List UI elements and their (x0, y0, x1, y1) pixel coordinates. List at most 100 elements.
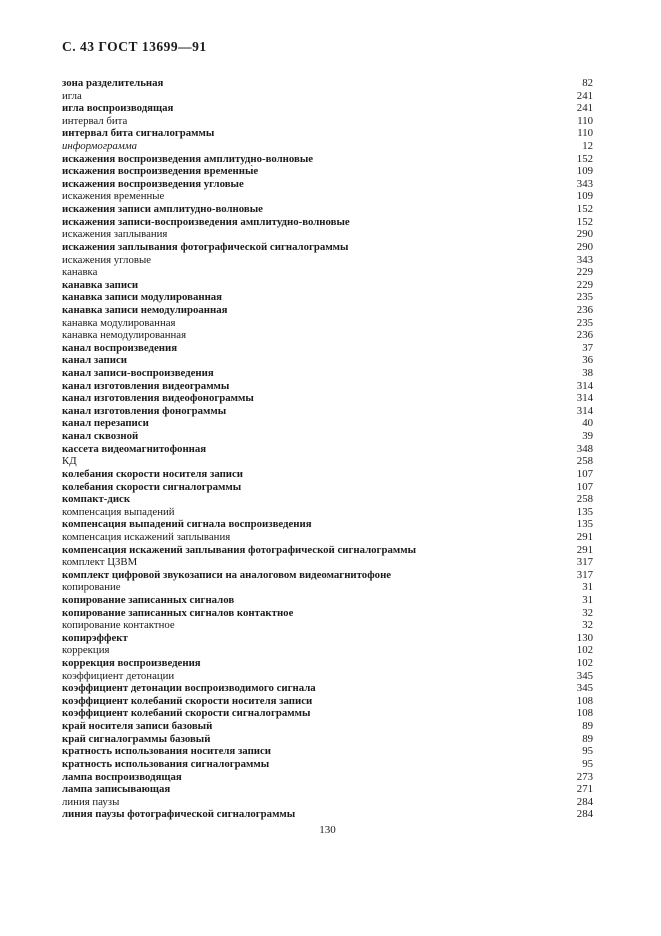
index-term: канавка записи (62, 278, 139, 291)
index-term: колебания скорости сигналограммы (62, 480, 242, 493)
index-page-ref: 82 (582, 77, 593, 89)
index-term: зона разделительная (62, 77, 164, 89)
index-term: линия паузы (62, 795, 120, 808)
index-term: искажения воспроизведения угловые (62, 177, 244, 190)
index-entry: игла воспроизводящая 241 (62, 102, 593, 115)
index-page-ref: 95 (582, 745, 593, 758)
index-entry: интервал бита сигналограммы 110 (62, 127, 593, 140)
index-term: линия паузы фотографической сигналограмм… (62, 808, 296, 821)
index-page-ref: 317 (576, 568, 593, 581)
index-term: КД (62, 455, 77, 468)
index-entry: канал изготовления фонограммы 314 (62, 405, 593, 418)
index-term: искажения угловые (62, 253, 151, 266)
index-entry: кассета видеомагнитофонная 348 (62, 443, 593, 456)
index-term: канавка записи модулированная (62, 291, 223, 304)
index-entry: коэффициент колебаний скорости носителя … (62, 695, 593, 708)
index-term: интервал бита (62, 114, 128, 127)
index-page-ref: 317 (576, 556, 593, 569)
index-entry: лампа воспроизводящая 273 (62, 771, 593, 784)
index-page-ref: 152 (576, 152, 593, 165)
index-page-ref: 31 (582, 581, 593, 594)
index-term: край носителя записи базовый (62, 720, 213, 733)
index-entry: канал записи-воспроизведения 38 (62, 367, 593, 380)
index-page-ref: 38 (582, 367, 593, 380)
index-entry: коррекция 102 (62, 644, 593, 657)
index-term: коэффициент детонации воспроизводимого с… (62, 682, 316, 695)
index-entry: комплект цифровой звукозаписи на аналого… (62, 569, 593, 582)
index-entry: компенсация искажений заплывания 291 (62, 531, 593, 544)
index-entry: канавка записи немодулироанная 236 (62, 304, 593, 317)
index-entry: канавка записи 229 (62, 279, 593, 292)
index-term: компенсация выпадений (62, 505, 175, 518)
index-page-ref: 236 (576, 329, 593, 342)
index-term: искажения заплывания (62, 228, 168, 241)
index-entry: колебания скорости носителя записи 107 (62, 468, 593, 481)
index-term: игла воспроизводящая (62, 102, 174, 115)
index-entry: комплект ЦЗВМ 317 (62, 556, 593, 569)
index-page-ref: 109 (576, 190, 593, 203)
index-entry: канал записи 36 (62, 354, 593, 367)
index-list: зона разделительная 82 игла 241 игла воспрои… (62, 77, 593, 821)
index-entry: искажения воспроизведения временны́е 109 (62, 165, 593, 178)
index-page-ref: 258 (576, 493, 593, 506)
index-term: канал записи (62, 354, 127, 367)
index-page-ref: 102 (576, 644, 593, 657)
index-term: лампа воспроизводящая (62, 770, 182, 783)
index-page-ref: 37 (582, 341, 593, 354)
index-term: канал изготовления видеофонограммы (62, 392, 254, 405)
index-page-ref: 107 (576, 467, 593, 480)
index-entry: копирэффект 130 (62, 632, 593, 645)
index-term: край сигналограммы базовый (62, 732, 211, 745)
index-page-ref: 284 (576, 808, 593, 821)
index-page-ref: 291 (576, 543, 593, 556)
index-entry: коррекция воспроизведения 102 (62, 657, 593, 670)
index-page-ref: 31 (582, 593, 593, 606)
index-page-ref: 12 (582, 140, 593, 153)
index-page-ref: 152 (576, 215, 593, 228)
index-term: коррекция (62, 644, 110, 657)
index-entry: канавка записи модулированная 235 (62, 291, 593, 304)
index-term: информограмма (62, 140, 138, 153)
index-page-ref: 229 (576, 266, 593, 279)
index-entry: искажения угловые 343 (62, 254, 593, 267)
index-entry: копирование записанных сигналов контактн… (62, 607, 593, 620)
index-entry: кратность использования носителя записи 9… (62, 745, 593, 758)
index-term: интервал бита сигналограммы (62, 127, 215, 140)
index-page-ref: 109 (576, 165, 593, 178)
index-entry: канал изготовления видеофонограммы 314 (62, 392, 593, 405)
index-entry: компенсация искажений заплывания фотогра… (62, 544, 593, 557)
index-entry: компакт-диск 258 (62, 493, 593, 506)
index-term: копирэффект (62, 631, 128, 644)
index-page-ref: 229 (576, 278, 593, 291)
index-entry: коэффициент детонации воспроизводимого с… (62, 682, 593, 695)
index-term: компенсация искажений заплывания (62, 530, 231, 543)
index-page-ref: 273 (576, 770, 593, 783)
index-term: коррекция воспроизведения (62, 657, 201, 670)
index-term: коэффициент колебаний скорости сигналогр… (62, 707, 311, 720)
index-entry: искажения записи амплитудно-волновые 152 (62, 203, 593, 216)
index-page-ref: 291 (576, 530, 593, 543)
index-term: колебания скорости носителя записи (62, 467, 244, 480)
index-page-ref: 314 (576, 404, 593, 417)
index-entry: колебания скорости сигналограммы 107 (62, 481, 593, 494)
page-number: 130 (319, 824, 336, 836)
index-term: копирование записанных сигналов (62, 593, 235, 606)
index-term: копирование контактное (62, 619, 175, 632)
index-entry: лампа записывающая 271 (62, 783, 593, 796)
index-entry: коэффициент детонации 345 (62, 670, 593, 683)
index-page-ref: 95 (582, 757, 593, 770)
index-page-ref: 343 (576, 253, 593, 266)
index-page-ref: 108 (576, 694, 593, 707)
index-term: кратность использования носителя записи (62, 745, 272, 758)
index-page-ref: 345 (576, 669, 593, 682)
index-entry: край носителя записи базовый 89 (62, 720, 593, 733)
index-term: канавка записи немодулироанная (62, 303, 228, 316)
index-term: коэффициент колебаний скорости носителя … (62, 694, 313, 707)
index-term: канал воспроизведения (62, 341, 178, 354)
index-page-ref: 36 (582, 354, 593, 367)
index-page-ref: 348 (576, 442, 593, 455)
index-entry: канал перезаписи 40 (62, 417, 593, 430)
index-page-ref: 135 (576, 518, 593, 531)
index-page-ref: 110 (577, 114, 593, 127)
index-term: компенсация искажений заплывания фотогра… (62, 543, 417, 556)
